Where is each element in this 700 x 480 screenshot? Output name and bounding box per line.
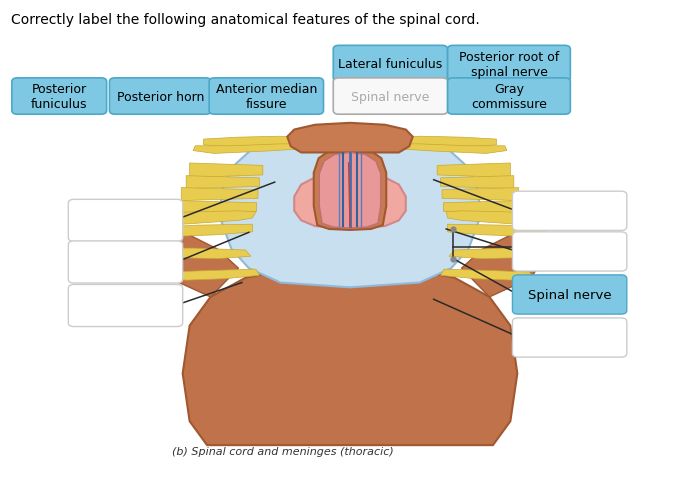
FancyBboxPatch shape [447, 46, 570, 83]
Polygon shape [151, 225, 253, 237]
Polygon shape [294, 174, 406, 228]
Polygon shape [443, 201, 524, 214]
Polygon shape [440, 176, 514, 189]
Polygon shape [151, 230, 239, 297]
FancyBboxPatch shape [512, 192, 626, 231]
Polygon shape [398, 137, 496, 147]
Polygon shape [181, 188, 258, 201]
Text: Posterior root of
spinal nerve: Posterior root of spinal nerve [458, 50, 559, 78]
Text: Posterior horn: Posterior horn [117, 90, 204, 103]
FancyBboxPatch shape [12, 79, 106, 115]
FancyBboxPatch shape [209, 79, 323, 115]
Polygon shape [151, 211, 256, 226]
FancyBboxPatch shape [447, 79, 570, 115]
FancyBboxPatch shape [333, 79, 447, 115]
Polygon shape [193, 144, 305, 154]
Polygon shape [449, 249, 540, 259]
Polygon shape [461, 230, 549, 297]
Polygon shape [440, 270, 531, 281]
Polygon shape [169, 270, 260, 281]
Polygon shape [314, 149, 386, 230]
Polygon shape [442, 188, 519, 201]
Polygon shape [204, 137, 302, 147]
Text: Spinal nerve: Spinal nerve [528, 288, 611, 301]
Text: Anterior median
fissure: Anterior median fissure [216, 83, 317, 111]
FancyBboxPatch shape [512, 232, 626, 272]
Text: (b) Spinal cord and meninges (thoracic): (b) Spinal cord and meninges (thoracic) [172, 446, 394, 456]
Polygon shape [190, 164, 262, 178]
FancyBboxPatch shape [109, 79, 211, 115]
Text: Spinal nerve: Spinal nerve [351, 90, 430, 103]
Polygon shape [160, 249, 251, 259]
FancyBboxPatch shape [69, 285, 183, 327]
Text: Correctly label the following anatomical features of the spinal cord.: Correctly label the following anatomical… [11, 13, 480, 27]
Text: Lateral funiculus: Lateral funiculus [338, 58, 442, 71]
Polygon shape [395, 144, 507, 154]
Polygon shape [319, 153, 381, 228]
Polygon shape [183, 266, 517, 445]
Polygon shape [221, 135, 479, 288]
Polygon shape [186, 176, 260, 189]
Polygon shape [176, 201, 257, 214]
FancyBboxPatch shape [69, 200, 183, 242]
Polygon shape [447, 225, 547, 237]
Polygon shape [446, 211, 547, 226]
Polygon shape [287, 123, 413, 153]
Text: Gray
commissure: Gray commissure [471, 83, 547, 111]
Polygon shape [438, 164, 510, 178]
FancyBboxPatch shape [69, 241, 183, 283]
FancyBboxPatch shape [333, 46, 447, 83]
Text: Posterior
funiculus: Posterior funiculus [31, 83, 88, 111]
FancyBboxPatch shape [512, 276, 626, 314]
FancyBboxPatch shape [512, 318, 626, 358]
